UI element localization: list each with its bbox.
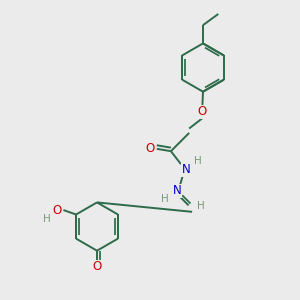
Text: O: O <box>52 204 62 217</box>
Text: N: N <box>172 184 181 197</box>
Text: O: O <box>198 105 207 118</box>
Text: H: H <box>194 156 202 166</box>
Text: O: O <box>92 260 102 273</box>
Text: H: H <box>197 201 205 211</box>
Text: O: O <box>146 142 155 155</box>
Text: H: H <box>43 214 50 224</box>
Text: N: N <box>182 163 190 176</box>
Text: H: H <box>160 194 168 205</box>
